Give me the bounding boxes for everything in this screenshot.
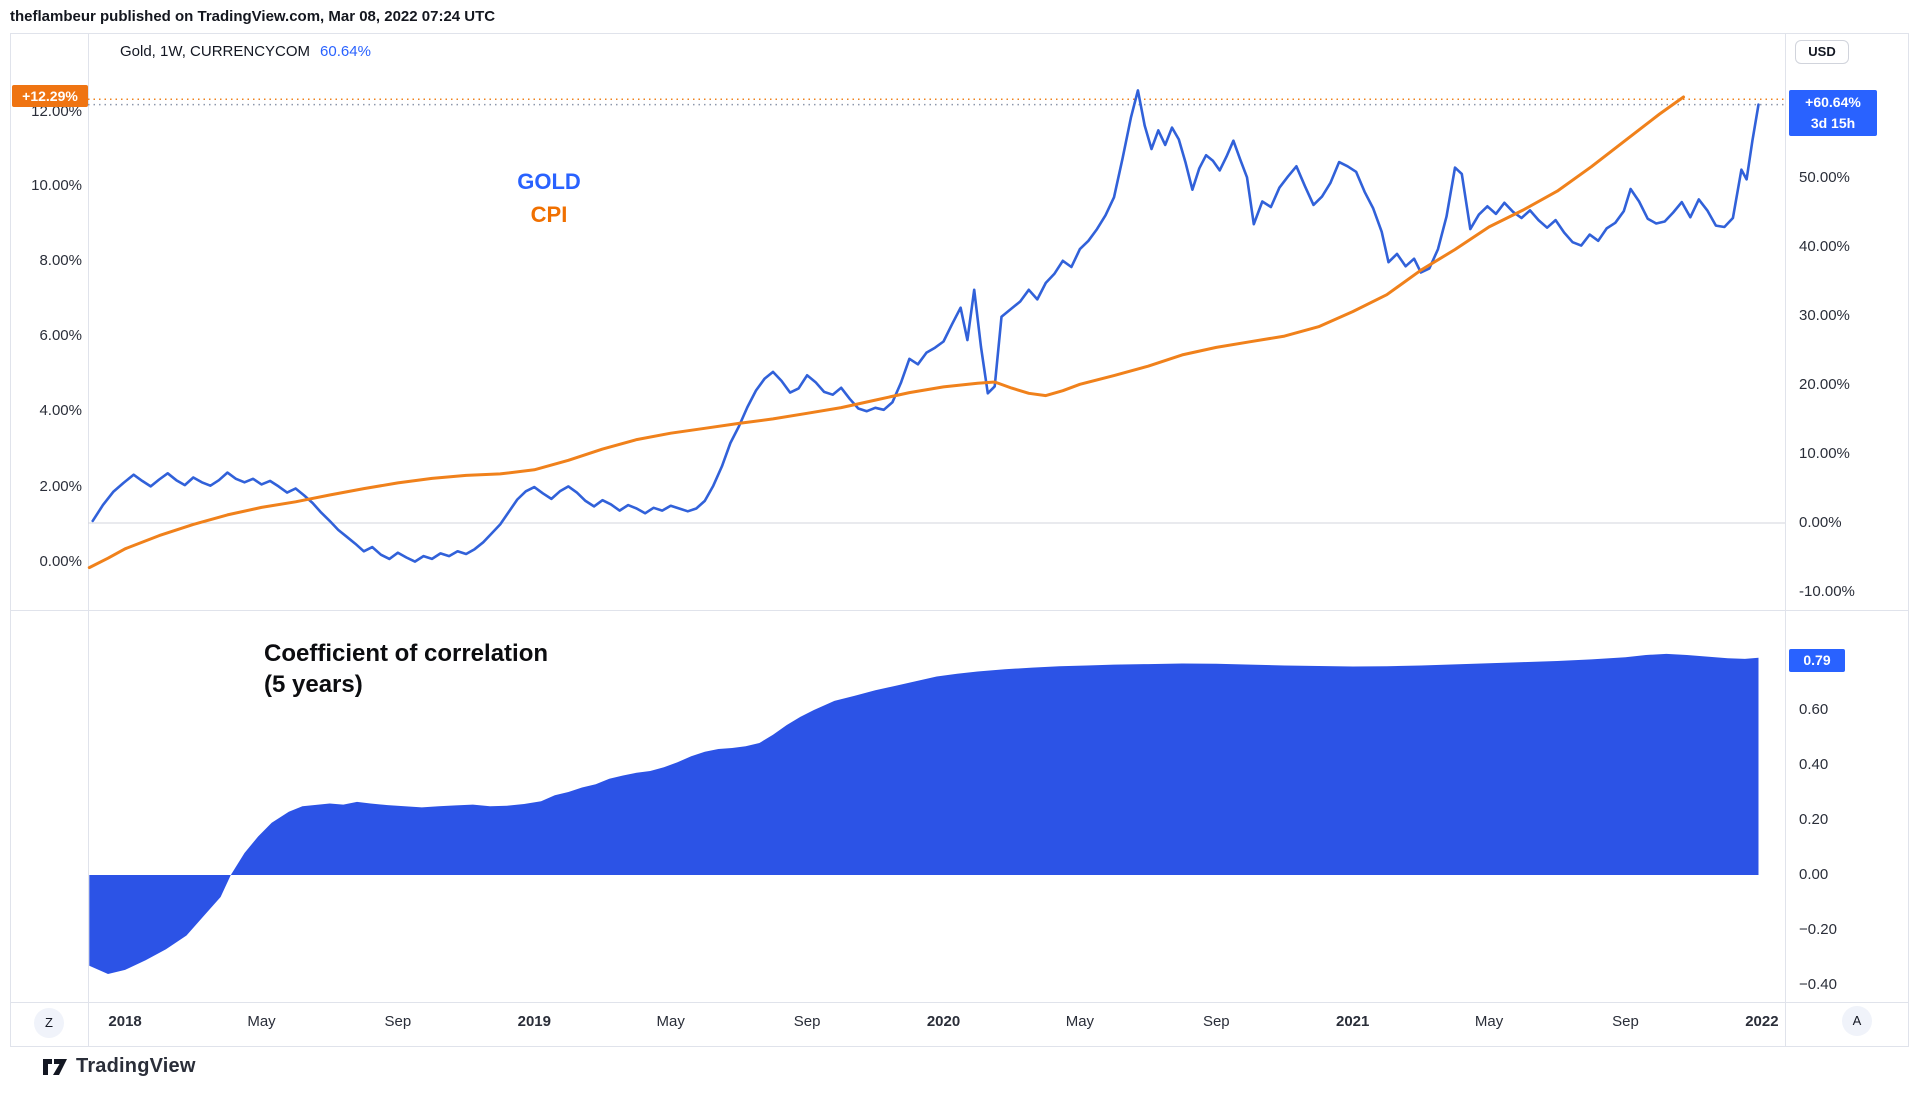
correlation-axis-tick: 0.40 [1799, 756, 1829, 773]
left-axis-tick: 2.00% [39, 477, 82, 495]
right-axis-tick: 50.00% [1799, 169, 1850, 186]
correlation-axis-tick: 0.20 [1799, 811, 1829, 828]
left-axis-tick: 8.00% [39, 251, 82, 269]
right-axis-tick: 40.00% [1799, 238, 1850, 255]
correlation-axis-tick: −0.20 [1799, 921, 1837, 938]
symbol-change-value: 60.64% [320, 43, 371, 60]
time-axis-label: Sep [384, 1013, 412, 1030]
correlation-axis-tick: 0.60 [1799, 701, 1829, 718]
time-axis-label: May [1474, 1013, 1504, 1030]
symbol-title[interactable]: Gold, 1W, CURRENCYCOM [120, 43, 311, 60]
right-axis-tick: 0.00% [1799, 514, 1842, 531]
tradingview-footer-logo[interactable]: TradingView [42, 1055, 196, 1078]
right-scale-border [1785, 33, 1786, 1047]
right-axis-tick: 20.00% [1799, 376, 1850, 393]
symbol-legend[interactable]: Gold, 1W, CURRENCYCOM 60.64% [120, 43, 371, 60]
correlation-axis-tick: −0.40 [1799, 976, 1837, 993]
tradingview-brand-text: TradingView [76, 1055, 196, 1077]
currency-toggle-button[interactable]: USD [1795, 40, 1849, 64]
cpi-series-label: CPI [530, 202, 568, 227]
time-axis-label: 2022 [1745, 1013, 1779, 1030]
left-axis-tick: 10.00% [31, 176, 82, 194]
time-axis-label: Sep [1202, 1013, 1230, 1030]
attribution-text: theflambeur published on TradingView.com… [10, 8, 496, 25]
time-axis-label: 2021 [1336, 1013, 1370, 1030]
left-scale-border [88, 33, 89, 1047]
chart-frame [10, 33, 1909, 1047]
left-axis-tick: 6.00% [39, 327, 82, 345]
time-axis-label: 2019 [517, 1013, 551, 1030]
correlation-last-value-badge: 0.79 [1789, 649, 1845, 672]
left-axis-tick: 0.00% [39, 553, 82, 570]
tradingview-logo-icon [43, 1058, 67, 1075]
time-axis-label: May [247, 1013, 276, 1030]
time-axis-label: Sep [1612, 1013, 1639, 1030]
left-axis-tick-12: 12.00% [31, 103, 82, 120]
cpi-line [87, 95, 1685, 570]
pane-divider[interactable] [10, 610, 1909, 611]
left-axis-tick: 4.00% [39, 402, 82, 420]
right-axis-tick: -10.00% [1799, 583, 1855, 600]
gold-series-label: GOLD [517, 169, 581, 194]
right-axis-tick: 10.00% [1799, 445, 1850, 462]
right-axis-tick: 30.00% [1799, 307, 1850, 324]
bar-countdown: 3d 15h [1810, 115, 1856, 131]
time-axis-border [10, 1002, 1909, 1003]
correlation-area [89, 653, 1759, 974]
correlation-pane-title: Coefficient of correlation (5 years) [264, 640, 549, 698]
gold-last-price-badge: +60.64% 3d 15h [1789, 90, 1877, 136]
z-scale-button[interactable]: Z [34, 1008, 64, 1038]
cpi-last-price-badge: +12.29% [12, 85, 88, 107]
time-axis-label: 2020 [926, 1013, 961, 1030]
auto-scale-button[interactable]: A [1842, 1006, 1872, 1036]
gold-line [91, 89, 1760, 563]
time-axis-label: May [1065, 1013, 1095, 1030]
time-axis-label: Sep [793, 1013, 821, 1030]
correlation-axis-tick: 0.00 [1799, 866, 1829, 883]
time-axis-label: May [656, 1013, 685, 1030]
time-axis-label: 2018 [108, 1013, 142, 1030]
